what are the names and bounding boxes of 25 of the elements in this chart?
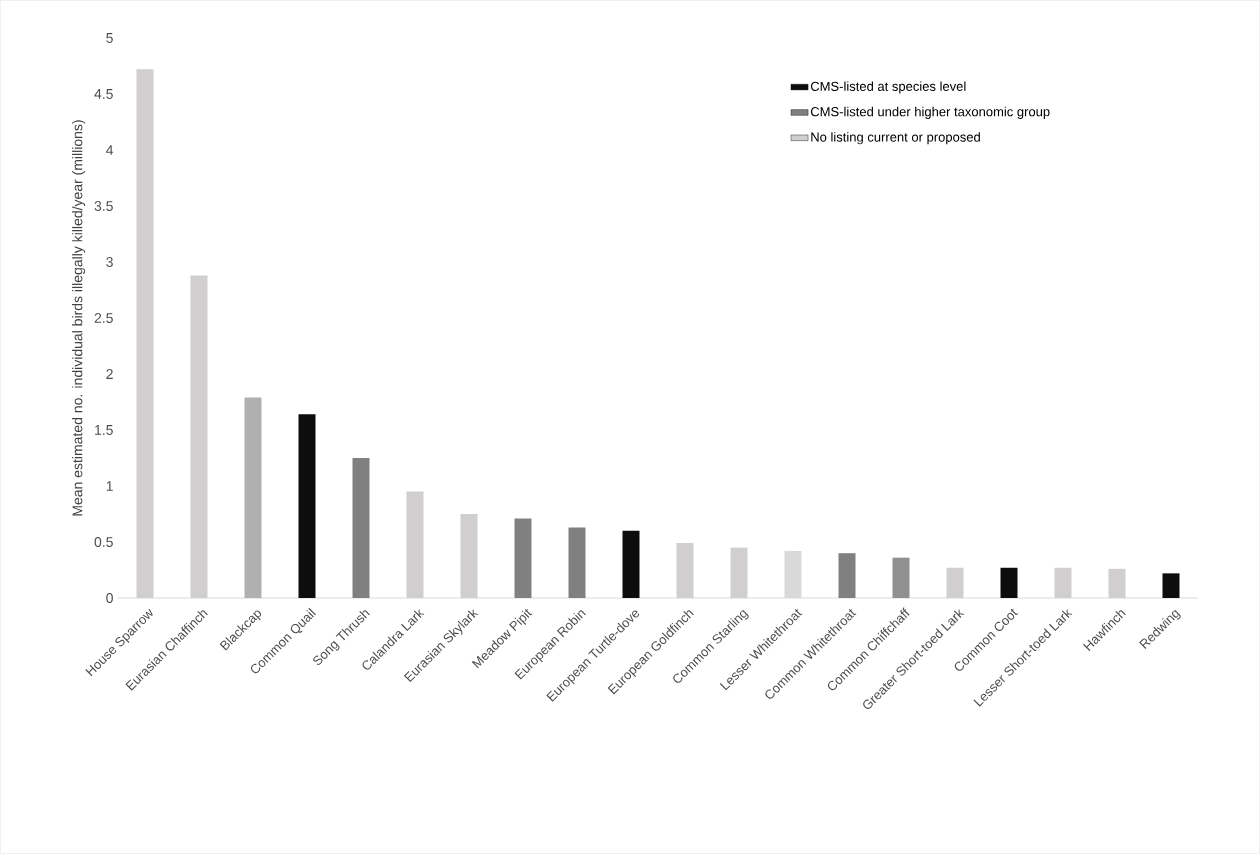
y-tick-label: 2 — [106, 369, 113, 379]
y-tick-label: 1.5 — [95, 425, 113, 435]
bar — [892, 557, 910, 598]
bar — [622, 530, 640, 598]
y-tick-label: 1 — [106, 481, 113, 491]
y-tick-label: 3.5 — [94, 201, 113, 211]
y-tick-label: 4.5 — [94, 89, 113, 99]
bar — [352, 458, 370, 598]
legend-label: CMS-listed at species level — [810, 81, 966, 94]
legend-label: No listing current or proposed — [811, 132, 980, 145]
y-tick-label: 2.5 — [94, 313, 113, 323]
y-tick-label: 5 — [106, 33, 113, 43]
bar — [568, 527, 586, 598]
bar — [514, 518, 532, 598]
bar — [1000, 567, 1018, 598]
y-tick-label: 0.5 — [94, 537, 113, 547]
y-tick-label: 4 — [106, 145, 114, 155]
bar — [838, 553, 856, 598]
bar — [244, 397, 262, 598]
legend-label: CMS-listed under higher taxonomic group — [810, 106, 1050, 119]
bar — [298, 414, 316, 598]
bar — [1162, 573, 1180, 598]
y-axis-title: Mean estimated no. individual birds illegally killed/year (millions) — [72, 120, 86, 516]
y-tick-label: 3 — [106, 257, 113, 267]
y-tick-label: 0 — [106, 593, 113, 603]
